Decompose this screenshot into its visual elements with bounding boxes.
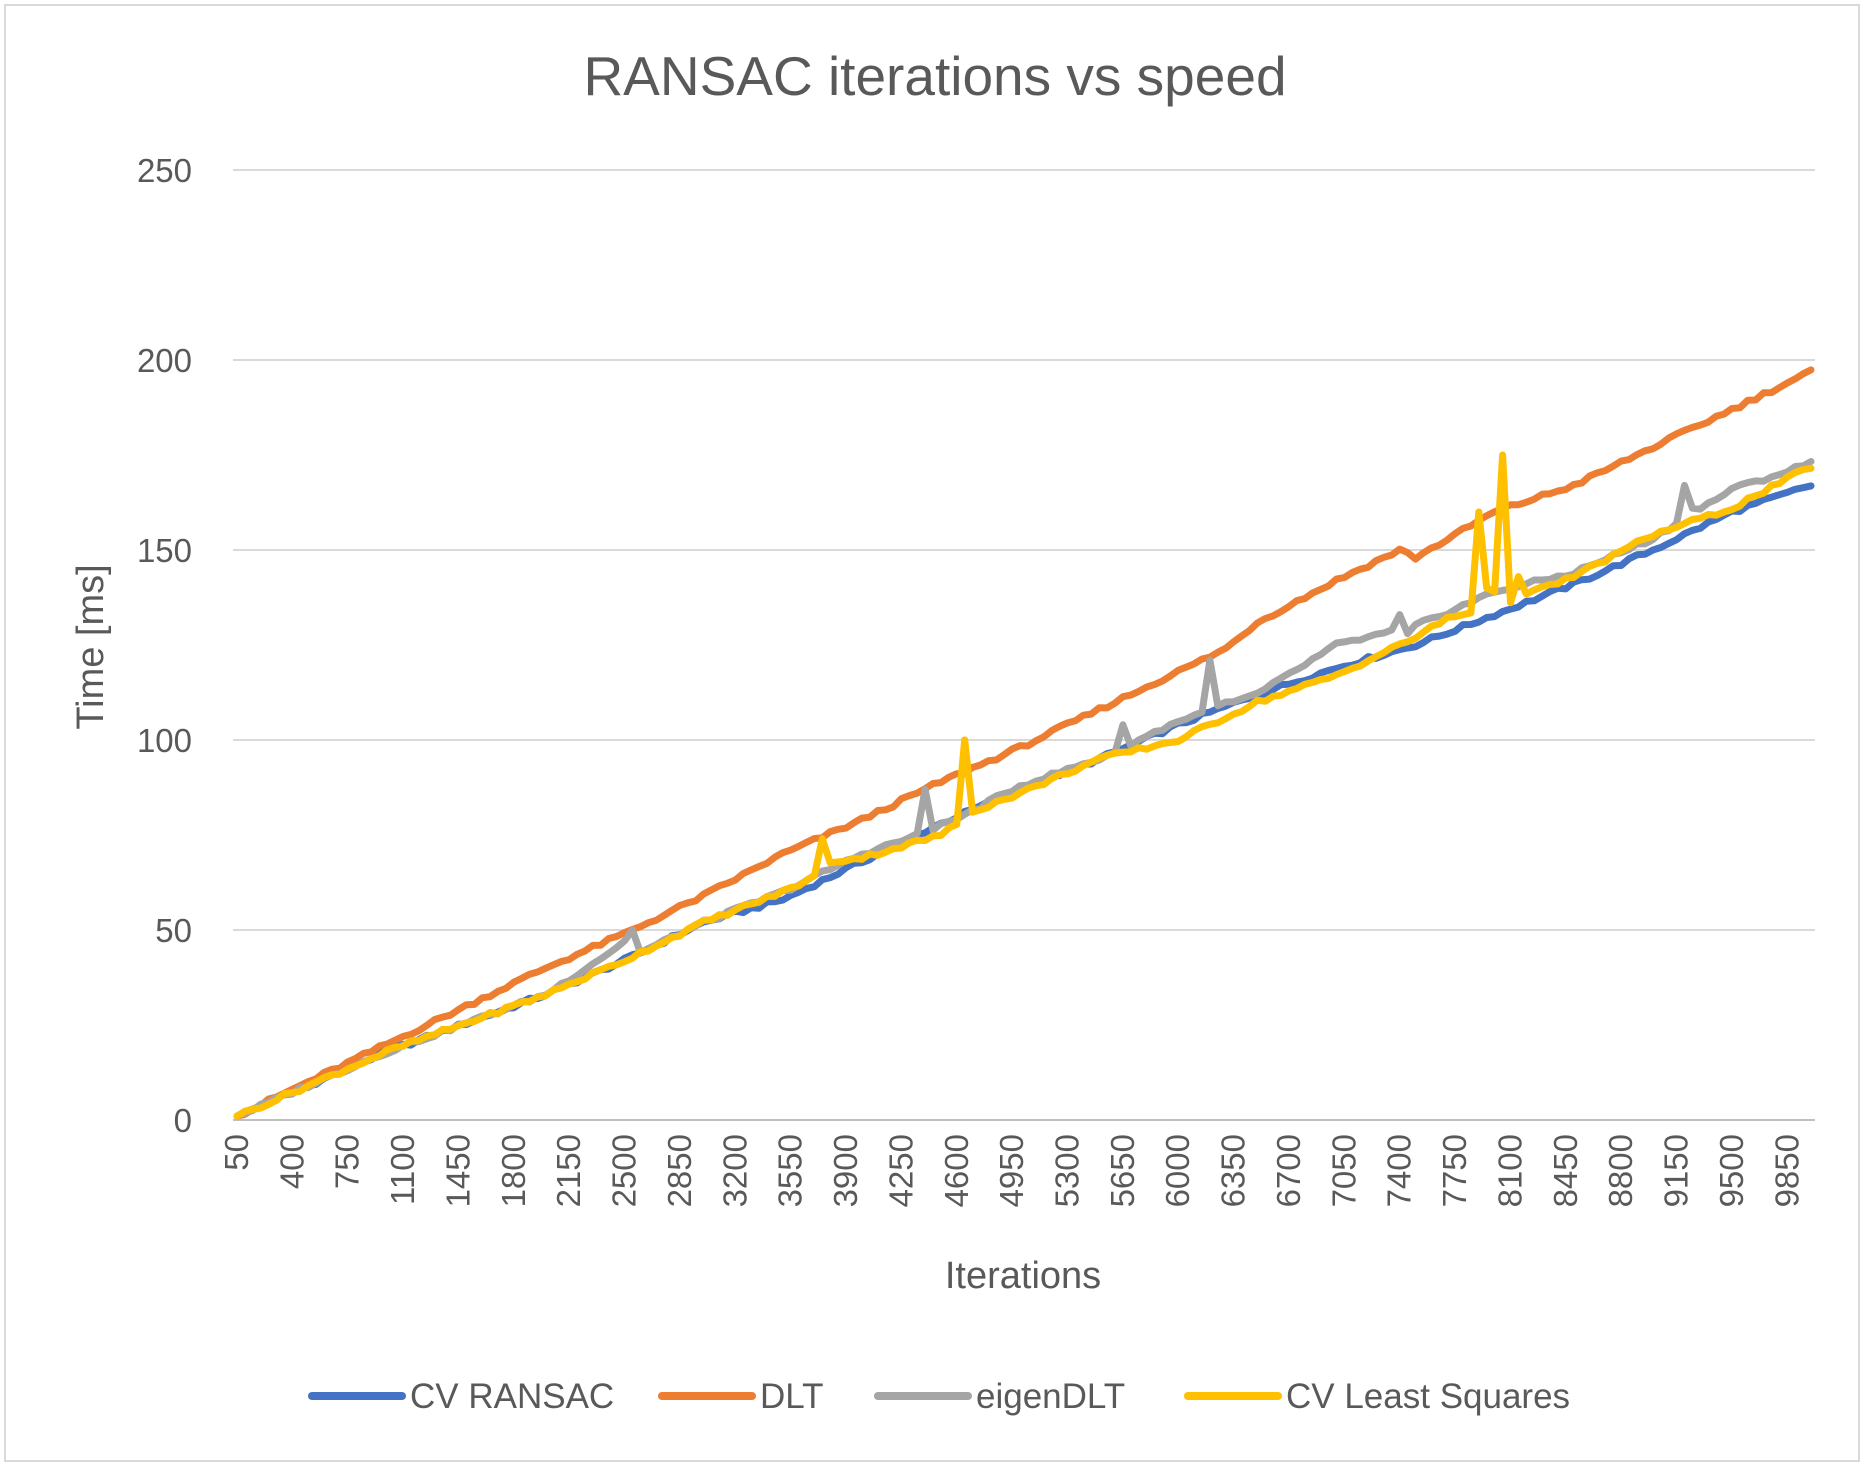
x-tick-labels: 50 400 750 1100 1450 1800 2150 2500 2850 3200 3550… [218,1134,1805,1207]
legend-label: DLT [760,1377,824,1416]
chart-frame [4,4,1860,1462]
x-tick-label: 4950 [993,1134,1030,1207]
x-tick-label: 750 [329,1134,366,1189]
y-tick-label: 50 [155,912,192,949]
x-tick-label: 5300 [1049,1134,1086,1207]
legend-label: CV Least Squares [1286,1377,1570,1416]
x-tick-label: 3200 [716,1134,753,1207]
x-tick-label: 2850 [661,1134,698,1207]
x-tick-label: 9500 [1713,1134,1750,1207]
x-tick-label: 3900 [827,1134,864,1207]
x-tick-label: 7750 [1436,1134,1473,1207]
x-tick-label: 7050 [1325,1134,1362,1207]
x-tick-label: 1450 [439,1134,476,1207]
x-tick-label: 4250 [882,1134,919,1207]
x-tick-label: 400 [273,1134,310,1189]
x-tick-label: 6700 [1270,1134,1307,1207]
y-axis-label: Time [ms] [70,564,112,729]
x-tick-label: 8100 [1491,1134,1528,1207]
x-tick-label: 4600 [938,1134,975,1207]
x-axis-label: Iterations [945,1255,1101,1297]
x-tick-label: 9150 [1658,1134,1695,1207]
series-line [233,366,1815,1120]
y-tick-label: 150 [137,532,192,569]
chart-title: RANSAC iterations vs speed [583,45,1286,107]
y-tick-labels: 0 50 100 150 200 250 [137,152,192,1139]
x-tick-label: 6000 [1159,1134,1196,1207]
gridlines [233,169,1815,1121]
series-lines [233,366,1815,1120]
y-tick-label: 200 [137,342,192,379]
x-tick-label: 6350 [1215,1134,1252,1207]
x-tick-label: 1800 [495,1134,532,1207]
x-tick-label: 1100 [384,1134,421,1205]
x-tick-label: 2500 [606,1134,643,1207]
x-tick-label: 5650 [1104,1134,1141,1207]
legend: CV RANSAC DLT eigenDLT CV Least Squares [308,1377,1570,1416]
y-tick-label: 0 [174,1102,192,1139]
x-tick-label: 7400 [1381,1134,1418,1207]
x-tick-label: 8800 [1602,1134,1639,1207]
series-line [233,451,1815,1120]
legend-label: CV RANSAC [410,1377,614,1416]
y-tick-label: 250 [137,152,192,189]
x-tick-label: 3550 [772,1134,809,1207]
x-tick-label: 2150 [550,1134,587,1207]
x-tick-label: 50 [218,1134,255,1171]
x-tick-label: 8450 [1547,1134,1584,1207]
legend-label: eigenDLT [976,1377,1125,1416]
x-tick-label: 9850 [1768,1134,1805,1207]
y-tick-label: 100 [137,722,192,759]
